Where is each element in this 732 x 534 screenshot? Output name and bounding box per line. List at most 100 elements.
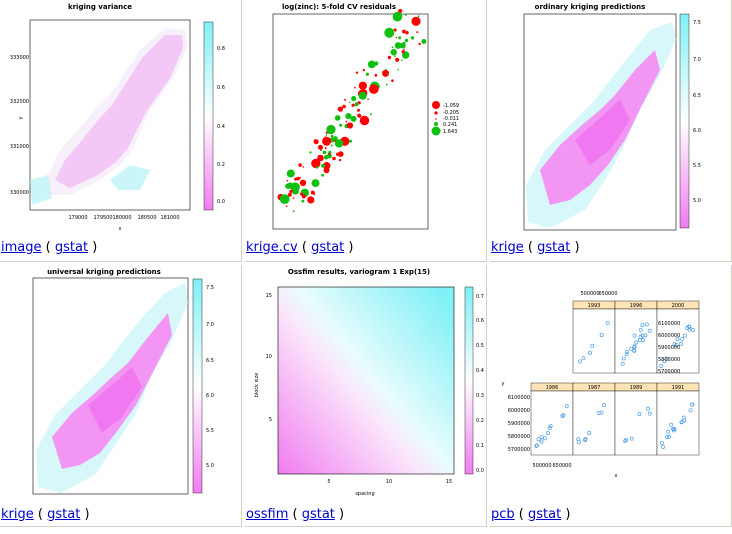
plot-image[interactable]: universal kriging predictions 7.5 7.0 6.… [0,265,241,503]
y-axis-label: y [18,116,24,119]
pcb-point [602,403,606,408]
pcb-point [625,349,629,354]
paren-open: ( [45,240,51,255]
package-link[interactable]: gstat [301,507,335,522]
function-link[interactable]: krige [491,240,524,255]
residual-bubble [334,139,344,148]
residual-bubble [345,120,348,123]
paren-close: ) [84,507,90,522]
residual-bubble [299,177,302,179]
pcb-point [629,346,634,351]
x-tick: 179000 [68,215,87,221]
top-x-tick: 650000 [598,291,617,297]
function-link[interactable]: pcb [491,507,515,522]
residual-bubble [330,144,333,147]
strip-label: 1989 [630,385,643,391]
colorbar [464,286,474,475]
residual-bubble [358,91,367,100]
prediction-peak [575,100,630,165]
caption: krige ( gstat ) [1,507,90,522]
residual-bubble [401,50,405,54]
package-link[interactable]: gstat [311,240,345,255]
package-link[interactable]: gstat [47,507,81,522]
residual-bubble [382,69,390,77]
colorbar-tick: 5.0 [206,463,214,469]
left-y-tick: 5900000 [508,421,530,427]
residual-bubble [338,158,342,162]
y-tick: 5 [269,417,272,423]
pcb-point [647,411,652,416]
residual-bubble [296,176,300,181]
function-link[interactable]: ossfim [246,507,289,522]
residual-bubble [342,104,346,109]
left-y-tick: 5700000 [508,447,530,453]
pcb-point [671,427,676,431]
strip-label: 1996 [630,303,643,309]
colorbar [203,21,214,211]
plot-image[interactable]: log(zinc): 5-fold CV residuals -1.059 -0… [245,0,486,238]
pcb-point [643,333,648,338]
residual-bubble [403,48,405,51]
residual-bubble [291,187,299,195]
residual-bubble [404,38,409,43]
residual-bubble [330,134,334,138]
paren-close: ) [348,240,354,255]
plot-image[interactable]: Ossfim results, variogram 1 Exp(15) bloc… [245,265,486,503]
colorbar-tick: 7.0 [693,57,701,63]
colorbar-tick: 5.5 [693,163,701,169]
pcb-point [561,412,566,417]
panel [614,390,658,456]
residual-bubble [359,115,370,126]
pcb-point [536,437,541,442]
pcb-point [534,443,539,448]
residual-bubble [337,106,343,112]
paren-open: ( [527,240,533,255]
colorbar-tick: 6.0 [206,393,214,399]
package-link[interactable]: gstat [537,240,571,255]
function-link[interactable]: krige [1,507,34,522]
pcb-point [564,404,569,409]
right-y-tick: 6100000 [658,321,680,327]
pcb-point [605,320,610,325]
y-tick: 331000 [10,144,29,150]
residual-bubble [392,11,403,22]
colorbar-tick: 7.5 [206,285,214,291]
residual-bubble [385,68,387,71]
pcb-point [546,431,551,436]
right-y-tick: 6000000 [658,333,680,339]
pcb-point [690,402,695,407]
residual-bubble [397,68,399,71]
residual-bubble [357,108,360,112]
residual-bubble [285,205,288,208]
legend-label: 1.643 [443,129,457,135]
pcb-point [581,356,586,361]
residual-bubble [401,59,403,62]
residual-bubble [354,86,356,89]
panel [572,390,616,456]
function-link[interactable]: krige.cv [246,240,298,255]
pcb-point [647,328,652,333]
residual-bubble [326,124,336,135]
residual-bubble [403,41,406,45]
plot-image[interactable]: 500000 650000 1993 1996 2000 1986 1987 1989 19… [490,265,731,503]
colorbar-tick: 0.0 [476,468,484,474]
plot-image[interactable]: kriging variance y x 333000 332000 33100… [0,0,241,238]
pcb-point [667,434,672,439]
pcb-point [577,359,582,364]
residual-bubble [311,158,321,169]
colorbar [192,278,203,494]
function-link[interactable]: image [1,240,42,255]
package-link[interactable]: gstat [528,507,562,522]
plot-title: log(zinc): 5-fold CV residuals [282,3,396,11]
bottom-x-tick: 650000 [552,463,571,469]
residual-bubble [394,42,402,49]
pcb-point [632,333,637,338]
pcb-point [665,435,670,440]
residual-bubble [338,151,344,157]
pcb-point [588,350,593,355]
package-link[interactable]: gstat [54,240,89,255]
plot-image[interactable]: ordinary kriging predictions 7.5 7.0 6.5… [490,0,731,238]
x-tick: 5 [327,479,330,485]
legend-bubble [431,126,441,136]
